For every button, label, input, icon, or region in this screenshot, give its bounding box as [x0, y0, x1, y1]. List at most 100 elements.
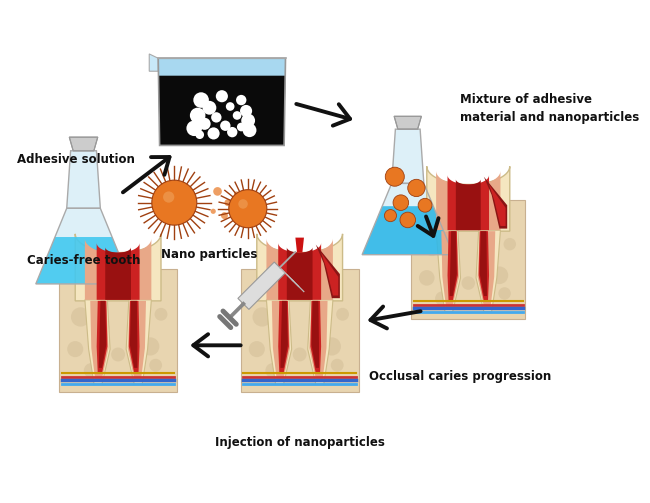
Polygon shape	[362, 206, 454, 255]
Circle shape	[193, 92, 209, 108]
Circle shape	[323, 338, 341, 356]
Circle shape	[155, 308, 168, 321]
Circle shape	[221, 212, 228, 219]
Circle shape	[504, 238, 516, 250]
Text: Mixture of adhesive
material and nanoparticles: Mixture of adhesive material and nanopar…	[460, 93, 639, 124]
Polygon shape	[441, 231, 459, 306]
Circle shape	[481, 243, 497, 260]
Circle shape	[491, 267, 508, 284]
Polygon shape	[448, 175, 489, 230]
Circle shape	[331, 359, 344, 372]
Circle shape	[84, 363, 99, 378]
Polygon shape	[67, 151, 100, 208]
Polygon shape	[316, 244, 340, 298]
Polygon shape	[456, 179, 481, 230]
Polygon shape	[436, 171, 500, 230]
Polygon shape	[278, 301, 289, 373]
Circle shape	[203, 101, 216, 115]
Polygon shape	[158, 75, 285, 145]
Polygon shape	[287, 247, 313, 300]
Circle shape	[239, 199, 248, 209]
Circle shape	[422, 237, 441, 256]
Circle shape	[67, 341, 83, 357]
Circle shape	[71, 307, 90, 326]
Circle shape	[499, 287, 511, 300]
Polygon shape	[36, 237, 131, 284]
Text: Adhesive solution: Adhesive solution	[17, 153, 135, 166]
Circle shape	[207, 127, 220, 139]
Circle shape	[211, 209, 216, 214]
Polygon shape	[85, 300, 110, 384]
Polygon shape	[97, 301, 107, 373]
Circle shape	[252, 307, 272, 326]
Circle shape	[198, 118, 211, 130]
Circle shape	[229, 190, 266, 228]
Circle shape	[190, 108, 205, 123]
Circle shape	[384, 210, 396, 222]
Polygon shape	[130, 301, 137, 368]
Circle shape	[435, 291, 450, 306]
Circle shape	[226, 102, 235, 111]
Circle shape	[237, 123, 246, 131]
Text: Occlusal caries progression: Occlusal caries progression	[369, 370, 551, 382]
Polygon shape	[129, 301, 140, 373]
Polygon shape	[85, 239, 151, 300]
Polygon shape	[158, 58, 285, 145]
Polygon shape	[105, 247, 131, 300]
Circle shape	[418, 198, 432, 212]
Polygon shape	[411, 200, 525, 319]
Polygon shape	[75, 234, 161, 301]
Circle shape	[224, 199, 231, 206]
Circle shape	[94, 320, 110, 335]
Circle shape	[393, 195, 409, 210]
Polygon shape	[36, 208, 131, 284]
Circle shape	[152, 180, 197, 225]
Text: Injection of nanoparticles: Injection of nanoparticles	[214, 436, 385, 449]
Circle shape	[213, 187, 222, 196]
Polygon shape	[392, 129, 424, 184]
Circle shape	[292, 348, 307, 362]
Text: Caries-free tooth: Caries-free tooth	[27, 254, 140, 267]
Circle shape	[445, 250, 460, 265]
Circle shape	[385, 167, 404, 186]
Circle shape	[131, 314, 148, 331]
Circle shape	[242, 123, 257, 137]
Polygon shape	[478, 231, 489, 301]
Polygon shape	[476, 230, 501, 311]
Polygon shape	[240, 269, 359, 392]
Polygon shape	[128, 301, 146, 379]
Polygon shape	[295, 237, 304, 253]
Circle shape	[141, 338, 159, 356]
Circle shape	[216, 90, 228, 102]
Circle shape	[462, 276, 475, 290]
Polygon shape	[158, 58, 285, 75]
Circle shape	[111, 348, 125, 362]
Polygon shape	[257, 234, 343, 301]
Circle shape	[220, 121, 231, 131]
Polygon shape	[309, 301, 328, 379]
Circle shape	[150, 359, 162, 372]
Polygon shape	[394, 116, 421, 129]
Polygon shape	[448, 231, 458, 301]
Circle shape	[233, 111, 241, 120]
Circle shape	[234, 192, 239, 197]
Polygon shape	[311, 301, 321, 373]
Circle shape	[227, 127, 237, 137]
Polygon shape	[126, 300, 151, 384]
Circle shape	[265, 363, 280, 378]
Polygon shape	[311, 301, 319, 368]
Polygon shape	[307, 300, 333, 384]
Polygon shape	[238, 262, 285, 309]
Circle shape	[241, 114, 255, 127]
Circle shape	[240, 105, 252, 117]
Polygon shape	[427, 166, 510, 231]
Polygon shape	[90, 301, 109, 379]
Circle shape	[163, 192, 174, 203]
Polygon shape	[362, 184, 454, 255]
Circle shape	[419, 270, 435, 286]
Polygon shape	[59, 269, 177, 392]
Polygon shape	[272, 301, 290, 379]
Polygon shape	[489, 185, 506, 226]
Polygon shape	[280, 301, 288, 368]
Circle shape	[313, 314, 330, 331]
